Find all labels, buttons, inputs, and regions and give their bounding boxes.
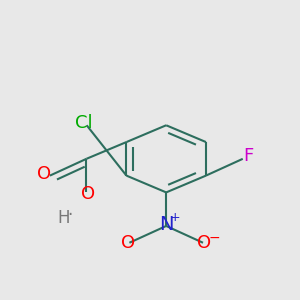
Text: +: + (169, 211, 180, 224)
Text: N: N (159, 215, 173, 234)
Text: O: O (121, 234, 135, 252)
Text: H: H (57, 209, 69, 227)
Text: O: O (197, 234, 212, 252)
Text: O: O (81, 185, 95, 203)
Text: ·: · (67, 206, 72, 224)
Text: −: − (208, 231, 220, 245)
Text: O: O (37, 165, 51, 183)
Text: Cl: Cl (75, 114, 93, 132)
Text: F: F (243, 148, 253, 166)
